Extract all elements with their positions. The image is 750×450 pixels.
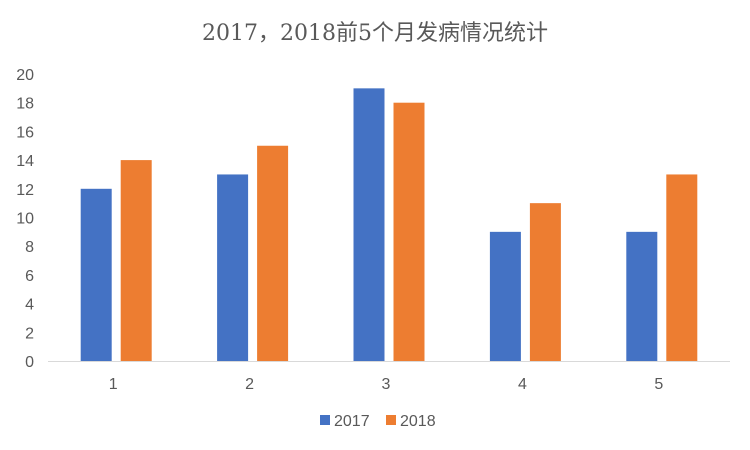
y-tick-label: 10 <box>16 211 34 228</box>
y-tick-label: 12 <box>16 182 34 199</box>
y-tick-label: 20 <box>16 67 34 84</box>
bar-2017-1 <box>80 188 112 361</box>
bar-2018-2 <box>257 145 289 361</box>
chart-title: 2017，2018前5个月发病情况统计 <box>202 21 548 46</box>
y-tick-label: 18 <box>16 96 34 113</box>
bar-2017-4 <box>489 231 521 361</box>
legend: 2017 2018 <box>320 413 436 430</box>
x-tick-label: 4 <box>518 376 527 393</box>
bar-2018-3 <box>393 102 425 361</box>
x-tick-label: 2 <box>245 376 254 393</box>
bar-2017-3 <box>353 88 385 361</box>
y-tick-label: 16 <box>16 124 34 141</box>
y-tick-label: 4 <box>25 297 34 314</box>
bar-2017-2 <box>217 174 249 361</box>
bar-2018-1 <box>120 160 152 361</box>
y-axis: 0 2 4 6 8 10 12 14 16 18 20 <box>16 67 34 371</box>
legend-swatch-2018 <box>386 415 396 425</box>
x-tick-label: 3 <box>382 376 391 393</box>
bars <box>80 88 698 361</box>
y-tick-label: 8 <box>25 239 34 256</box>
legend-label-2018: 2018 <box>400 413 436 430</box>
legend-swatch-2017 <box>320 415 330 425</box>
bar-2018-4 <box>529 203 561 361</box>
legend-label-2017: 2017 <box>334 413 370 430</box>
bar-2017-5 <box>626 231 658 361</box>
x-tick-label: 1 <box>109 376 118 393</box>
y-tick-label: 14 <box>16 153 34 170</box>
y-tick-label: 2 <box>25 325 34 342</box>
y-tick-label: 0 <box>25 354 34 371</box>
bar-2018-5 <box>666 174 698 361</box>
x-tick-label: 5 <box>654 376 663 393</box>
y-tick-label: 6 <box>25 268 34 285</box>
x-axis: 1 2 3 4 5 <box>48 361 730 393</box>
